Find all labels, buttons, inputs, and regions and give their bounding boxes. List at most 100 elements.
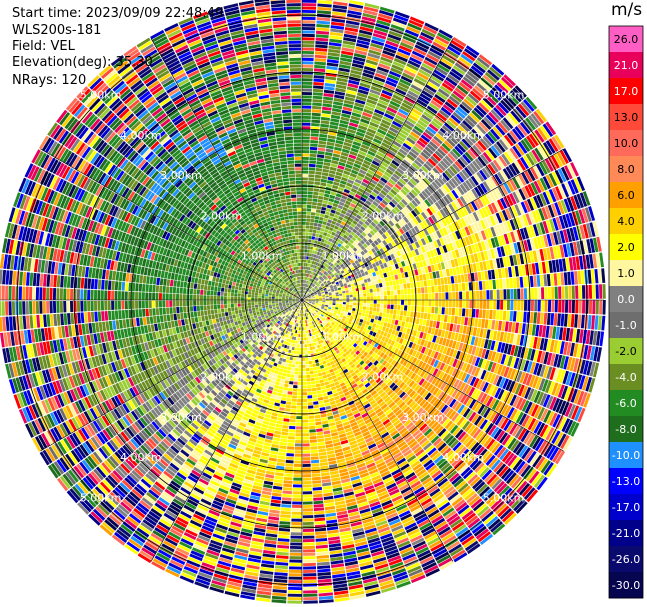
velocity-gate xyxy=(362,72,374,79)
velocity-gate xyxy=(477,318,482,328)
velocity-gate xyxy=(447,152,456,163)
velocity-gate xyxy=(457,274,462,283)
velocity-gate xyxy=(308,232,313,236)
velocity-gate xyxy=(346,13,362,19)
velocity-gate xyxy=(392,173,401,180)
velocity-gate xyxy=(310,136,319,141)
velocity-gate xyxy=(489,280,493,290)
velocity-gate xyxy=(360,22,375,29)
velocity-gate xyxy=(416,195,424,203)
velocity-gate xyxy=(320,178,327,183)
velocity-gate xyxy=(499,279,503,289)
velocity-gate xyxy=(372,272,377,277)
velocity-gate xyxy=(310,278,313,282)
velocity-gate xyxy=(350,203,356,208)
velocity-gate xyxy=(335,211,341,216)
velocity-gate xyxy=(342,261,347,266)
velocity-gate xyxy=(402,316,407,322)
velocity-gate xyxy=(561,286,565,299)
velocity-gate xyxy=(339,60,352,66)
velocity-gate xyxy=(351,66,363,72)
velocity-gate xyxy=(368,124,378,131)
velocity-gate xyxy=(315,44,328,49)
velocity-gate xyxy=(448,284,452,292)
velocity-gate xyxy=(329,38,342,44)
velocity-gate xyxy=(397,294,401,300)
velocity-gate xyxy=(380,177,388,184)
velocity-gate xyxy=(356,92,368,99)
velocity-gate xyxy=(371,115,382,122)
velocity-gate xyxy=(312,288,315,292)
velocity-gate xyxy=(578,300,582,314)
velocity-gate xyxy=(398,201,406,209)
velocity-gate xyxy=(367,169,375,176)
velocity-gate xyxy=(315,362,320,367)
velocity-gate xyxy=(383,291,387,296)
velocity-gate xyxy=(359,234,365,240)
velocity-gate xyxy=(314,174,322,179)
velocity-gate xyxy=(376,307,380,312)
velocity-gate xyxy=(345,249,350,254)
velocity-gate xyxy=(409,56,422,65)
velocity-gate xyxy=(352,141,362,147)
velocity-gate xyxy=(348,79,360,86)
velocity-gate xyxy=(423,280,428,287)
velocity-gate xyxy=(493,289,497,300)
velocity-gate xyxy=(325,370,330,375)
velocity-gate xyxy=(391,198,398,206)
velocity-gate xyxy=(311,260,315,265)
velocity-gate xyxy=(451,307,456,316)
velocity-gate xyxy=(339,213,345,218)
velocity-gate xyxy=(376,195,383,202)
velocity-gate xyxy=(368,238,374,244)
velocity-gate xyxy=(467,93,480,104)
velocity-gate xyxy=(394,183,402,191)
velocity-gate xyxy=(410,131,420,140)
velocity-gate xyxy=(352,288,356,292)
velocity-gate xyxy=(360,300,363,303)
velocity-gate xyxy=(329,170,336,175)
velocity-gate xyxy=(470,65,484,77)
velocity-gate xyxy=(307,293,310,296)
velocity-gate xyxy=(335,268,339,272)
velocity-gate xyxy=(376,151,385,158)
velocity-gate xyxy=(436,91,448,101)
velocity-gate xyxy=(371,39,385,46)
velocity-gate xyxy=(360,118,370,125)
velocity-gate xyxy=(513,300,517,311)
velocity-gate xyxy=(414,102,426,111)
velocity-gate xyxy=(450,39,465,50)
velocity-gate xyxy=(479,290,483,300)
velocity-gate xyxy=(550,313,555,326)
velocity-gate xyxy=(407,22,422,31)
velocity-gate xyxy=(432,117,443,127)
velocity-gate xyxy=(421,165,430,174)
velocity-gate xyxy=(312,276,316,280)
velocity-gate xyxy=(379,145,389,152)
velocity-gate xyxy=(372,284,376,289)
velocity-gate xyxy=(355,244,360,250)
velocity-gate xyxy=(397,131,408,139)
velocity-gate xyxy=(366,292,370,297)
velocity-gate xyxy=(374,109,385,116)
velocity-gate xyxy=(547,287,552,299)
velocity-gate xyxy=(489,290,493,300)
velocity-gate xyxy=(561,300,565,313)
velocity-gate xyxy=(368,310,373,315)
velocity-gate xyxy=(310,267,313,271)
velocity-gate xyxy=(302,225,306,229)
velocity-gate xyxy=(557,313,561,326)
velocity-gate xyxy=(382,139,392,146)
velocity-gate xyxy=(369,89,381,96)
velocity-gate xyxy=(462,291,466,300)
velocity-gate xyxy=(352,308,356,311)
velocity-gate xyxy=(435,133,446,142)
velocity-gate xyxy=(306,270,309,274)
velocity-gate xyxy=(396,167,405,175)
velocity-gate xyxy=(308,281,311,285)
velocity-gate xyxy=(311,268,314,272)
velocity-gate xyxy=(374,225,381,232)
velocity-gate xyxy=(443,315,448,323)
velocity-gate xyxy=(366,218,373,224)
velocity-gate xyxy=(352,184,359,191)
